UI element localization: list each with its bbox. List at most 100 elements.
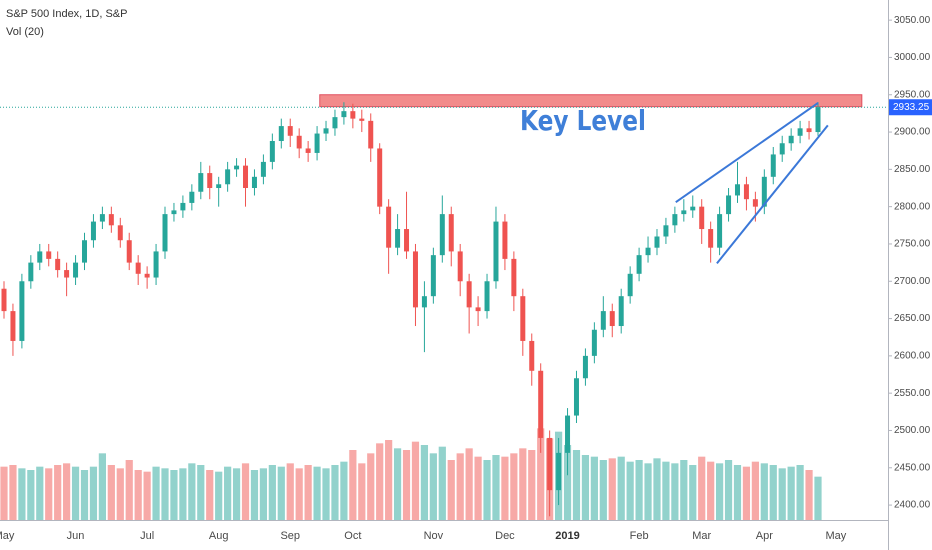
annotation: Key Level bbox=[520, 104, 646, 137]
candle-body bbox=[368, 120, 374, 149]
volume-bar bbox=[250, 470, 259, 520]
volume-bar bbox=[322, 468, 330, 520]
candle-body bbox=[350, 111, 356, 119]
volume-bar bbox=[0, 466, 8, 520]
candle-body bbox=[144, 273, 150, 278]
volume-bar bbox=[644, 463, 652, 520]
y-tick-label: 2700.00 bbox=[894, 276, 931, 287]
volume-bar bbox=[814, 476, 822, 520]
candle-body bbox=[421, 296, 427, 308]
candle-body bbox=[743, 184, 749, 200]
candle-body bbox=[690, 206, 696, 211]
candle-body bbox=[260, 161, 266, 177]
volume-bar bbox=[349, 450, 357, 520]
candle-body bbox=[278, 126, 284, 142]
candle-body bbox=[457, 251, 463, 282]
overlay-layer bbox=[0, 102, 888, 264]
candle-body bbox=[37, 251, 43, 263]
candle-body bbox=[618, 296, 624, 327]
candle-body bbox=[582, 355, 588, 379]
volume-bar bbox=[778, 468, 786, 520]
volume-bar bbox=[27, 470, 35, 520]
x-tick-label: Nov bbox=[424, 530, 444, 542]
volume-bar bbox=[599, 460, 607, 520]
candle-body bbox=[73, 262, 79, 278]
candle-body bbox=[484, 281, 490, 312]
volume-bar bbox=[215, 471, 223, 520]
candle-body bbox=[314, 133, 320, 153]
candle-body bbox=[761, 176, 767, 207]
volume-bar bbox=[716, 463, 724, 520]
x-tick-label: 2019 bbox=[555, 530, 579, 542]
candle-body bbox=[395, 229, 401, 248]
y-tick-label: 2650.00 bbox=[894, 313, 931, 324]
candle-body bbox=[547, 437, 553, 491]
candle-body bbox=[573, 378, 579, 416]
candle-body bbox=[135, 262, 141, 274]
candle-body bbox=[448, 214, 454, 252]
volume-bar bbox=[232, 468, 241, 520]
x-tick-label: Aug bbox=[209, 530, 229, 542]
candle-body bbox=[663, 225, 669, 237]
volume-bar bbox=[80, 470, 89, 520]
volume-bar bbox=[733, 465, 742, 520]
volume-bar bbox=[492, 455, 500, 520]
volume-bar bbox=[358, 463, 366, 520]
y-tick-label: 2550.00 bbox=[894, 388, 931, 399]
candle-body bbox=[726, 195, 732, 215]
volume-bar bbox=[9, 465, 17, 520]
volume-bar bbox=[563, 445, 572, 520]
candle-body bbox=[815, 107, 821, 133]
candle-body bbox=[734, 184, 740, 196]
candle-body bbox=[645, 247, 651, 256]
candle-body bbox=[341, 111, 347, 118]
candle-body bbox=[609, 311, 615, 327]
candle-body bbox=[153, 251, 159, 278]
candle-body bbox=[64, 270, 70, 278]
candle-body bbox=[502, 221, 508, 259]
volume-bar bbox=[617, 456, 625, 520]
volume-bar bbox=[89, 466, 98, 520]
candle-body bbox=[386, 206, 392, 248]
volume-bar bbox=[340, 461, 348, 520]
candle-body bbox=[10, 311, 16, 341]
candle-body bbox=[412, 251, 418, 308]
candle-body bbox=[332, 117, 338, 129]
volume-bar bbox=[635, 460, 643, 520]
volume-bar bbox=[152, 466, 160, 520]
x-tick-label: May bbox=[825, 530, 846, 542]
volume-bar bbox=[331, 465, 339, 520]
volume-bar bbox=[707, 461, 715, 520]
candle-body bbox=[198, 173, 204, 192]
volume-bar bbox=[724, 460, 733, 520]
candle-body bbox=[180, 202, 186, 211]
zone-layer bbox=[319, 94, 863, 108]
volume-bar bbox=[376, 443, 384, 520]
volume-bar bbox=[259, 468, 268, 520]
candle-body bbox=[636, 255, 642, 274]
volume-bar bbox=[626, 461, 634, 520]
volume-bar bbox=[465, 448, 473, 520]
candle-body bbox=[672, 214, 678, 226]
x-tick-label: Mar bbox=[692, 530, 711, 542]
volume-bar bbox=[277, 466, 285, 520]
volume-bar bbox=[98, 453, 106, 520]
last-price-tag bbox=[889, 99, 932, 116]
candle-body bbox=[770, 154, 776, 177]
volume-bar bbox=[170, 470, 178, 520]
volume-bar bbox=[769, 465, 777, 520]
x-tick-label: May bbox=[0, 530, 15, 542]
candle-body bbox=[216, 184, 222, 189]
volume-bar bbox=[483, 460, 491, 520]
volume-bar bbox=[510, 453, 518, 520]
candle-body bbox=[681, 210, 687, 215]
candle-body bbox=[520, 296, 526, 341]
volume-bar bbox=[45, 468, 53, 520]
volume-bar bbox=[286, 463, 294, 520]
last-price-label: 2933.25 bbox=[893, 102, 930, 113]
candle-body bbox=[600, 311, 606, 330]
volume-bar bbox=[71, 466, 80, 520]
candle-body bbox=[359, 118, 365, 121]
